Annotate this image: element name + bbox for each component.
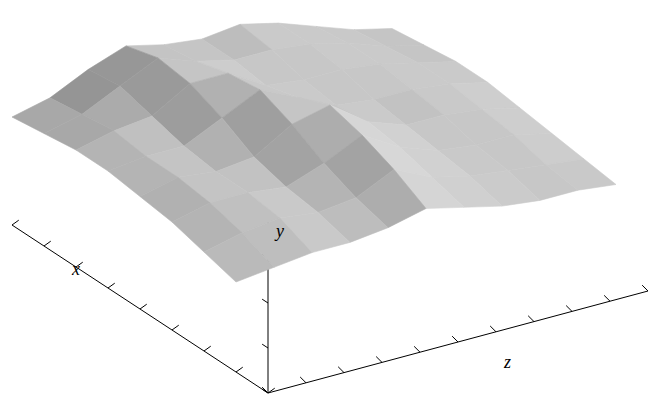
axes [12, 209, 648, 393]
chart: x y z [0, 0, 657, 417]
axis-titles: x y z [71, 221, 511, 372]
z-axis-line [268, 291, 648, 393]
z-tick [376, 357, 382, 363]
x-tick [268, 388, 275, 393]
surface [12, 23, 616, 282]
x-label: x [71, 259, 80, 279]
x-tick [44, 241, 51, 246]
z-tick [528, 316, 534, 322]
z-tick [414, 346, 420, 352]
z-tick [452, 336, 458, 342]
z-tick [338, 367, 344, 373]
x-tick [172, 325, 179, 330]
y-tick [262, 344, 268, 348]
x-tick [108, 283, 115, 288]
y-tick [262, 299, 268, 303]
y-label: y [274, 221, 284, 241]
z-tick [300, 377, 306, 383]
z-tick [490, 326, 496, 332]
x-tick [140, 304, 147, 309]
x-tick [12, 220, 19, 225]
z-tick [262, 387, 268, 393]
x-tick [236, 367, 243, 372]
z-tick [642, 285, 648, 291]
x-tick [204, 346, 211, 351]
z-label: z [503, 352, 511, 372]
z-tick [566, 306, 572, 312]
surface-patch [204, 233, 274, 282]
z-tick [604, 295, 610, 301]
